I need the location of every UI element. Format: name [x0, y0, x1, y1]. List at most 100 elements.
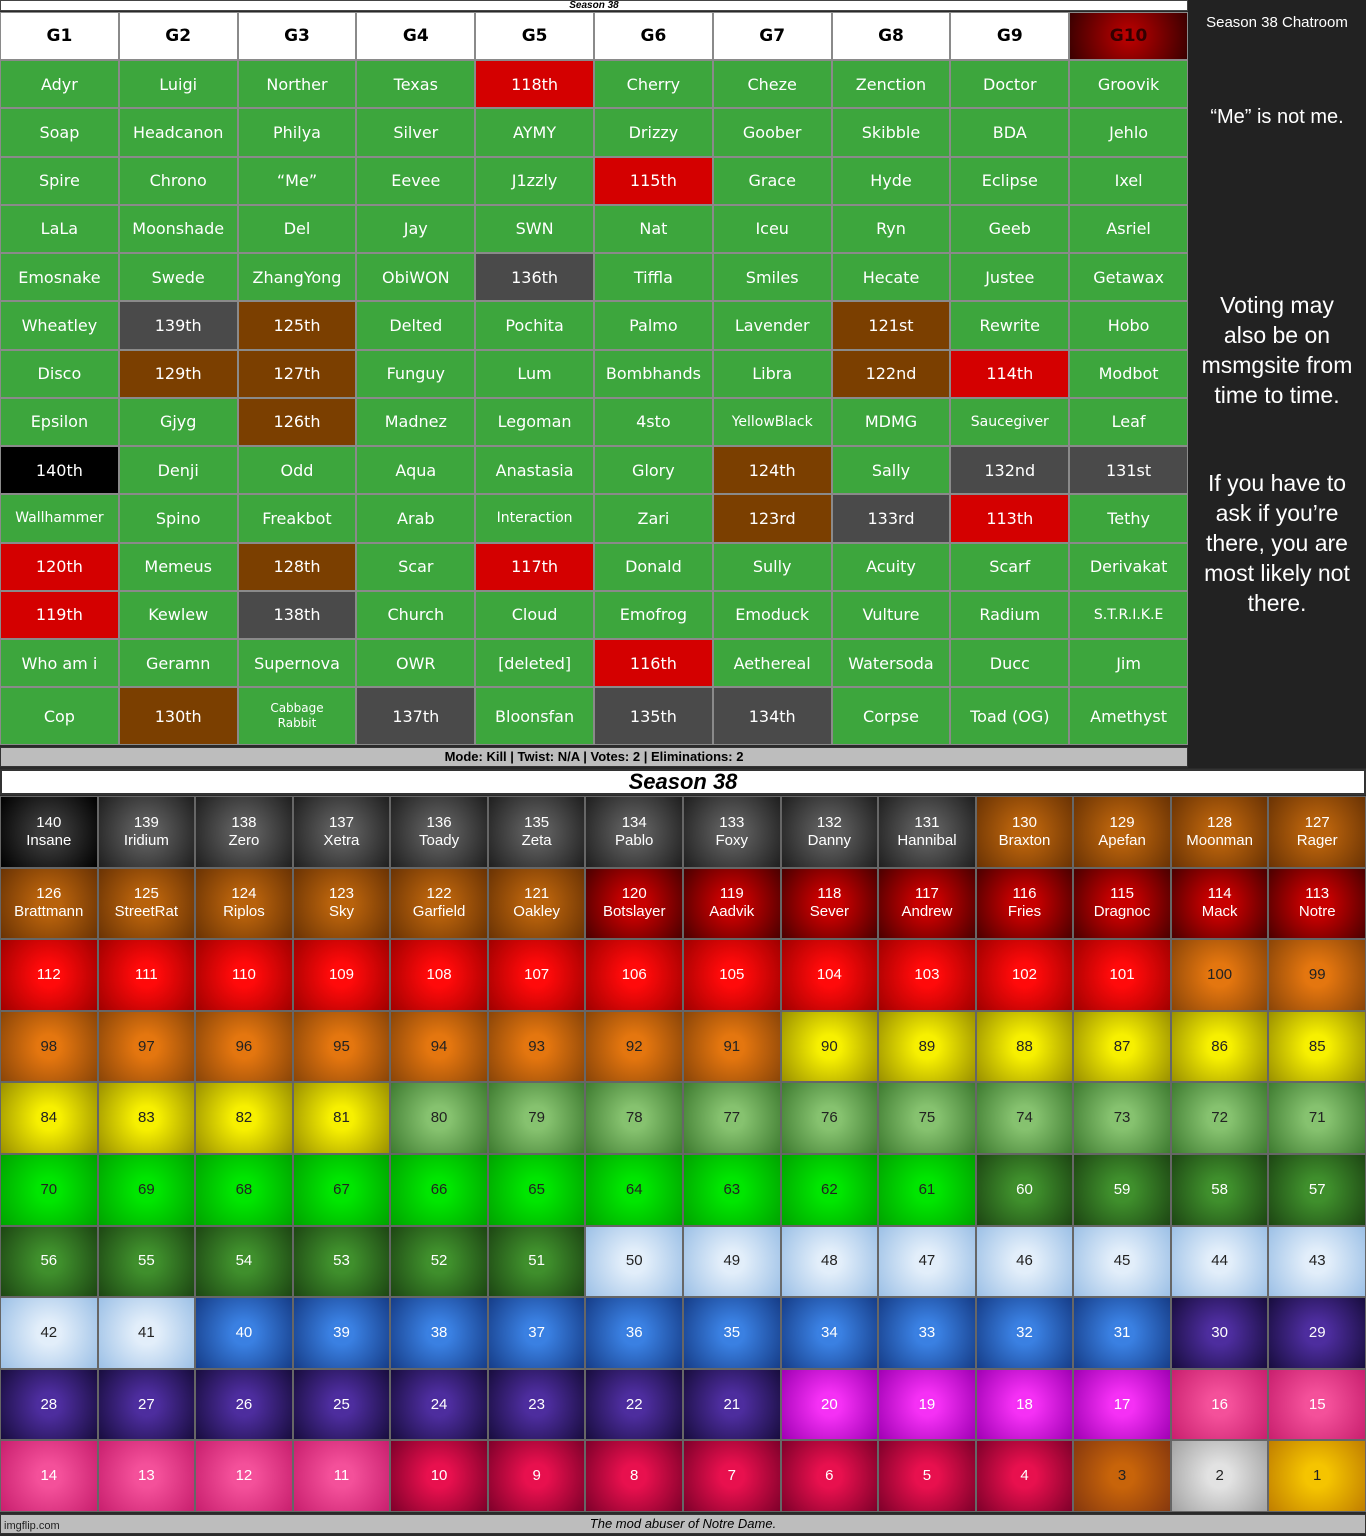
rank-cell: 67 [292, 1154, 391, 1226]
rank-name: Dragnoc [1093, 903, 1151, 921]
column-header: G8 [831, 12, 951, 60]
rank-cell: 81 [292, 1082, 391, 1154]
player-cell: Libra [712, 349, 832, 398]
rank-number: 16 [1211, 1395, 1228, 1413]
player-cell: Zenction [831, 60, 951, 109]
rank-name: Notre [1298, 903, 1336, 921]
column-header: G1 [0, 12, 119, 60]
column-header: G4 [356, 12, 476, 60]
rank-cell: 14 [0, 1440, 98, 1512]
player-cell: S.T.R.I.K.E [1069, 590, 1188, 639]
player-cell: YellowBlack [712, 397, 832, 446]
player-cell: Philya [237, 108, 357, 157]
rank-cell: 116 Fries [975, 867, 1074, 940]
player-cell: Groovik [1069, 60, 1188, 109]
rank-cell: 5 [878, 1440, 976, 1512]
player-cell: Who am i [0, 639, 119, 688]
rank-number: 86 [1211, 1037, 1228, 1055]
rank-number: 8 [630, 1467, 639, 1485]
rank-number: 97 [138, 1037, 155, 1055]
rank-number: 87 [1113, 1037, 1131, 1055]
rank-name: Apefan [1098, 831, 1146, 849]
rank-number: 3 [1117, 1467, 1127, 1485]
rank-number: 28 [40, 1395, 58, 1413]
player-cell: 117th [475, 542, 594, 591]
player-cell: 125th [237, 301, 357, 350]
rank-number: 83 [138, 1109, 155, 1127]
rank-cell: 41 [97, 1297, 196, 1369]
rank-number: 2 [1215, 1467, 1224, 1485]
rank-number: 47 [918, 1252, 936, 1270]
rank-name: Zero [228, 831, 260, 849]
rank-number: 71 [1308, 1109, 1326, 1127]
rank-number: 128 [1207, 813, 1233, 831]
player-cell: Amethyst [1069, 687, 1188, 746]
rank-cell: 82 [195, 1082, 293, 1154]
rank-cell: 135 Zeta [487, 796, 586, 868]
player-cell: 113th [950, 494, 1070, 543]
player-cell: 124th [712, 446, 832, 495]
rank-cell: 21 [683, 1368, 781, 1441]
rank-number: 123 [328, 885, 354, 903]
player-cell: 122nd [831, 349, 951, 398]
rank-cell: 12 [195, 1440, 293, 1512]
player-cell: Cloud [475, 590, 594, 639]
rank-number: 110 [231, 965, 256, 983]
player-cell: Arab [356, 494, 476, 543]
player-cell: Ducc [950, 639, 1070, 688]
rank-cell: 1 [1268, 1440, 1366, 1512]
player-cell: Hyde [831, 156, 951, 205]
rank-number: 132 [816, 813, 842, 831]
rank-number: 50 [625, 1252, 643, 1270]
rank-cell: 87 [1073, 1010, 1171, 1083]
rank-cell: 66 [390, 1154, 488, 1226]
player-cell: “Me” [237, 156, 357, 205]
rank-number: 92 [625, 1037, 643, 1055]
rank-number: 100 [1207, 965, 1233, 983]
rank-number: 80 [430, 1109, 448, 1127]
rank-number: 130 [1011, 813, 1037, 831]
rank-cell: 2 [1170, 1440, 1269, 1512]
rank-cell: 26 [195, 1368, 293, 1441]
rank-number: 116 [1012, 885, 1037, 903]
player-cell: Asriel [1069, 204, 1188, 253]
player-cell: Soap [0, 108, 119, 157]
player-cell: Vulture [831, 590, 951, 639]
player-cell: Anastasia [475, 446, 594, 495]
rank-cell: 19 [878, 1368, 976, 1441]
rank-cell: 97 [97, 1010, 196, 1083]
rank-number: 93 [528, 1037, 545, 1055]
rank-name: Garfield [412, 903, 466, 921]
player-cell: Acuity [831, 542, 951, 591]
rank-number: 56 [40, 1252, 58, 1270]
rank-number: 19 [918, 1395, 936, 1413]
rank-number: 125 [133, 885, 159, 903]
player-cell: [deleted] [475, 639, 594, 688]
player-cell: Modbot [1069, 349, 1188, 398]
rank-cell: 96 [195, 1010, 293, 1083]
player-cell: Rewrite [950, 301, 1070, 350]
rank-number: 65 [528, 1180, 545, 1198]
rank-number: 18 [1016, 1395, 1033, 1413]
rank-cell: 28 [0, 1368, 98, 1441]
player-cell: OWR [356, 639, 476, 688]
player-cell: Toad (OG) [950, 687, 1070, 746]
rank-name: Insane [26, 831, 72, 849]
player-cell: SWN [475, 204, 594, 253]
rank-number: 136 [426, 813, 452, 831]
rank-cell: 86 [1170, 1010, 1269, 1083]
rank-cell: 140 Insane [0, 796, 98, 868]
rank-cell: 3 [1073, 1440, 1171, 1512]
rank-name: Rager [1296, 831, 1338, 849]
rank-number: 26 [235, 1395, 253, 1413]
rank-cell: 30 [1170, 1297, 1269, 1369]
rank-cell: 23 [487, 1368, 586, 1441]
player-cell: Pochita [475, 301, 594, 350]
column-header: G7 [712, 12, 832, 60]
rank-cell: 7 [683, 1440, 781, 1512]
rank-cell: 10 [390, 1440, 488, 1512]
column-header: G2 [118, 12, 238, 60]
player-cell: 116th [594, 639, 713, 688]
top-title: Season 38 [0, 0, 1188, 11]
